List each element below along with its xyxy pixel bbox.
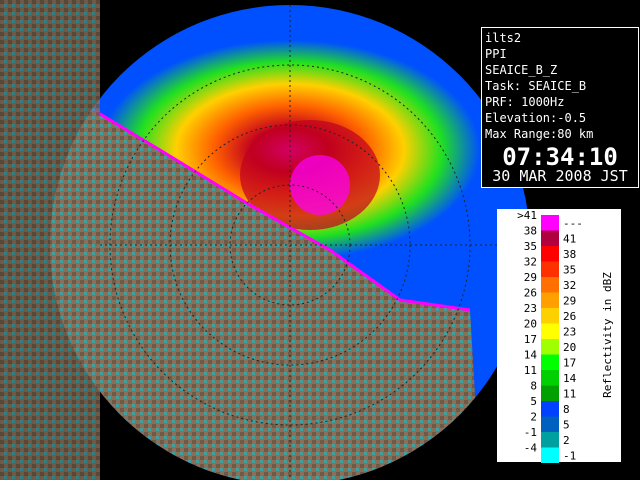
legend-low-label: 23 (524, 302, 537, 315)
legend-high-label: 20 (563, 341, 576, 354)
legend-low-label: 38 (524, 225, 537, 238)
legend-high-label: 8 (563, 403, 570, 416)
info-line: Max Range:80 km (485, 127, 593, 141)
legend-swatch (541, 416, 559, 432)
legend-high-label: 26 (563, 310, 576, 323)
legend-swatch (541, 292, 559, 308)
legend-high-label: 14 (563, 372, 577, 385)
time: 07:34:10 (502, 143, 618, 171)
legend-high-label: 41 (563, 233, 576, 246)
legend-swatch (541, 246, 559, 262)
legend-swatch (541, 432, 559, 448)
info-line: PRF: 1000Hz (485, 95, 564, 109)
info-panel (481, 27, 639, 188)
legend-high-label: 32 (563, 279, 576, 292)
legend-high-label: --- (563, 217, 583, 230)
legend-low-label: -1 (524, 426, 537, 439)
legend-low-label: -4 (524, 442, 538, 455)
legend-low-label: 32 (524, 256, 537, 269)
legend-low-label: >41 (517, 209, 537, 222)
legend-high-label: 17 (563, 357, 576, 370)
legend-low-label: 14 (524, 349, 538, 362)
legend-low-label: 8 (530, 380, 537, 393)
legend-high-label: 35 (563, 264, 576, 277)
legend-title: Reflectivity in dBZ (601, 272, 614, 398)
legend-swatch (541, 323, 559, 339)
legend-swatch (541, 447, 559, 463)
legend-low-label: 26 (524, 287, 537, 300)
info-line: Task: SEAICE_B (485, 79, 586, 93)
info-line: Elevation:-0.5 (485, 111, 586, 125)
legend-high-label: -1 (563, 450, 576, 463)
legend-swatch (541, 277, 559, 293)
legend-high-label: 29 (563, 295, 576, 308)
legend-swatch (541, 215, 559, 231)
legend-swatch (541, 308, 559, 324)
info-line: ilts2 (485, 31, 521, 45)
legend-swatch (541, 385, 559, 401)
legend-low-label: 5 (530, 395, 537, 408)
legend-high-label: 5 (563, 419, 570, 432)
date: 30 MAR 2008 JST (492, 167, 627, 185)
legend-swatch (541, 354, 559, 370)
legend-low-label: 17 (524, 333, 537, 346)
legend-low-label: 2 (530, 411, 537, 424)
legend-swatch (541, 339, 559, 355)
legend-low-label: 35 (524, 240, 537, 253)
legend-swatch (541, 230, 559, 246)
legend-swatch (541, 370, 559, 386)
legend-high-label: 2 (563, 434, 570, 447)
info-line: PPI (485, 47, 507, 61)
legend-low-label: 11 (524, 364, 537, 377)
legend-high-label: 23 (563, 326, 576, 339)
info-line: SEAICE_B_Z (485, 63, 557, 77)
legend-high-label: 11 (563, 388, 576, 401)
legend-high-label: 38 (563, 248, 576, 261)
legend-swatch (541, 261, 559, 277)
legend-low-label: 20 (524, 318, 537, 331)
terrain-outside (0, 0, 100, 480)
legend-low-label: 29 (524, 271, 537, 284)
legend-swatch (541, 401, 559, 417)
